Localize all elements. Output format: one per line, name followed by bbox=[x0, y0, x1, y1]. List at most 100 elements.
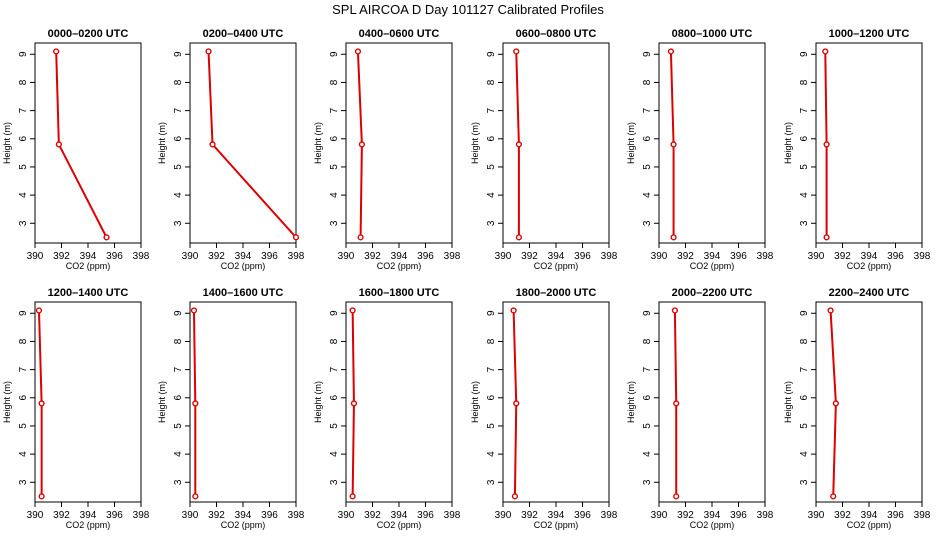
x-tick-label: 398 bbox=[444, 510, 461, 521]
x-tick-label: 390 bbox=[27, 510, 44, 521]
y-tick-label: 7 bbox=[486, 107, 497, 113]
panel-title: 2200–2400 UTC bbox=[829, 287, 910, 299]
panel-8: 1400–1600 UTC 390 392 394 396 398 CO2 (ppm) 3 4 5… bbox=[157, 287, 305, 530]
x-tick-label: 396 bbox=[887, 510, 904, 521]
plot-frame bbox=[34, 301, 142, 503]
x-tick-label: 396 bbox=[574, 251, 591, 262]
x-tick-label: 396 bbox=[730, 510, 747, 521]
y-tick-label: 6 bbox=[486, 136, 497, 142]
profile-point bbox=[209, 141, 216, 148]
profile-point bbox=[190, 307, 198, 314]
profile-point bbox=[670, 234, 677, 241]
y-tick-label: 6 bbox=[173, 136, 184, 142]
y-tick-label: 9 bbox=[329, 310, 340, 316]
y-tick-label: 4 bbox=[18, 192, 29, 198]
profile-point bbox=[513, 400, 520, 407]
x-tick-label: 390 bbox=[27, 251, 44, 262]
y-tick-label: 9 bbox=[642, 310, 653, 316]
panel-title: 0800–1000 UTC bbox=[672, 28, 753, 40]
y-tick-label: 4 bbox=[642, 192, 653, 198]
y-tick-label: 3 bbox=[799, 479, 810, 485]
y-tick-label: 4 bbox=[173, 451, 184, 457]
x-axis-label: CO2 (ppm) bbox=[690, 261, 735, 271]
panel-5: 0800–1000 UTC 390 392 394 396 398 CO2 (ppm) 3 4 5… bbox=[626, 28, 774, 271]
profile-point bbox=[350, 400, 358, 407]
y-tick-label: 9 bbox=[18, 51, 29, 57]
y-tick-label: 3 bbox=[329, 220, 340, 226]
x-tick-label: 394 bbox=[391, 251, 408, 262]
x-tick-label: 398 bbox=[444, 251, 461, 262]
y-tick-label: 7 bbox=[329, 107, 340, 113]
y-tick-label: 4 bbox=[486, 451, 497, 457]
profile-point bbox=[292, 234, 300, 241]
y-tick-label: 3 bbox=[486, 479, 497, 485]
y-tick-label: 7 bbox=[173, 366, 184, 372]
x-axis-label: CO2 (ppm) bbox=[534, 520, 579, 530]
plot-frame bbox=[189, 301, 297, 503]
x-tick-label: 390 bbox=[651, 251, 668, 262]
y-tick-label: 3 bbox=[18, 479, 29, 485]
y-tick-label: 6 bbox=[329, 136, 340, 142]
y-tick-label: 7 bbox=[486, 366, 497, 372]
y-tick-label: 5 bbox=[329, 164, 340, 170]
figure-title: SPL AIRCOA D Day 101127 Calibrated Profi… bbox=[332, 2, 604, 17]
y-axis-label: Height (m) bbox=[313, 381, 323, 423]
y-tick-label: 7 bbox=[799, 366, 810, 372]
y-tick-label: 6 bbox=[799, 395, 810, 401]
profile-point bbox=[515, 234, 523, 241]
panel-title: 1000–1200 UTC bbox=[829, 28, 910, 40]
panel-title: 0400–0600 UTC bbox=[359, 28, 440, 40]
y-tick-label: 4 bbox=[329, 451, 340, 457]
profile-point bbox=[830, 493, 837, 500]
plot-frame bbox=[815, 42, 923, 244]
x-tick-label: 392 bbox=[521, 251, 538, 262]
y-tick-label: 7 bbox=[799, 107, 810, 113]
x-tick-label: 396 bbox=[261, 251, 278, 262]
y-tick-label: 4 bbox=[486, 192, 497, 198]
profile-point bbox=[510, 307, 517, 314]
y-tick-label: 4 bbox=[329, 192, 340, 198]
x-tick-label: 396 bbox=[261, 510, 278, 521]
x-tick-label: 398 bbox=[288, 510, 305, 521]
y-tick-label: 6 bbox=[18, 136, 29, 142]
panel-3: 0400–0600 UTC 390 392 394 396 398 CO2 (ppm) 3 4 5… bbox=[313, 28, 461, 271]
x-tick-label: 398 bbox=[288, 251, 305, 262]
plot-frame bbox=[189, 42, 297, 244]
y-axis-label: Height (m) bbox=[470, 122, 480, 164]
x-axis-label: CO2 (ppm) bbox=[66, 261, 111, 271]
x-tick-label: 392 bbox=[364, 510, 381, 521]
y-tick-label: 3 bbox=[329, 479, 340, 485]
y-tick-label: 9 bbox=[173, 310, 184, 316]
x-axis-label: CO2 (ppm) bbox=[847, 520, 892, 530]
panel-title: 1400–1600 UTC bbox=[203, 287, 284, 299]
profile-point bbox=[673, 493, 680, 500]
y-tick-label: 4 bbox=[642, 451, 653, 457]
profile-point bbox=[827, 307, 834, 314]
y-tick-label: 5 bbox=[799, 423, 810, 429]
y-tick-label: 9 bbox=[329, 51, 340, 57]
x-tick-label: 392 bbox=[677, 251, 694, 262]
y-tick-label: 4 bbox=[799, 451, 810, 457]
y-tick-label: 7 bbox=[173, 107, 184, 113]
x-tick-label: 398 bbox=[133, 510, 150, 521]
x-tick-label: 394 bbox=[548, 510, 565, 521]
x-tick-label: 392 bbox=[834, 251, 851, 262]
y-tick-label: 9 bbox=[486, 51, 497, 57]
x-tick-label: 392 bbox=[834, 510, 851, 521]
x-tick-label: 390 bbox=[808, 251, 825, 262]
panel-title: 1600–1800 UTC bbox=[359, 287, 440, 299]
y-tick-label: 8 bbox=[642, 79, 653, 85]
y-tick-label: 7 bbox=[642, 107, 653, 113]
y-tick-label: 6 bbox=[486, 395, 497, 401]
y-tick-label: 9 bbox=[799, 310, 810, 316]
profile-point bbox=[349, 307, 356, 314]
y-tick-label: 7 bbox=[329, 366, 340, 372]
y-tick-label: 8 bbox=[18, 338, 29, 344]
x-tick-label: 390 bbox=[338, 251, 355, 262]
y-tick-label: 5 bbox=[173, 164, 184, 170]
x-tick-label: 398 bbox=[601, 510, 618, 521]
x-tick-label: 392 bbox=[53, 510, 70, 521]
y-axis-label: Height (m) bbox=[2, 381, 12, 423]
profile-point bbox=[823, 234, 830, 241]
y-tick-label: 4 bbox=[173, 192, 184, 198]
